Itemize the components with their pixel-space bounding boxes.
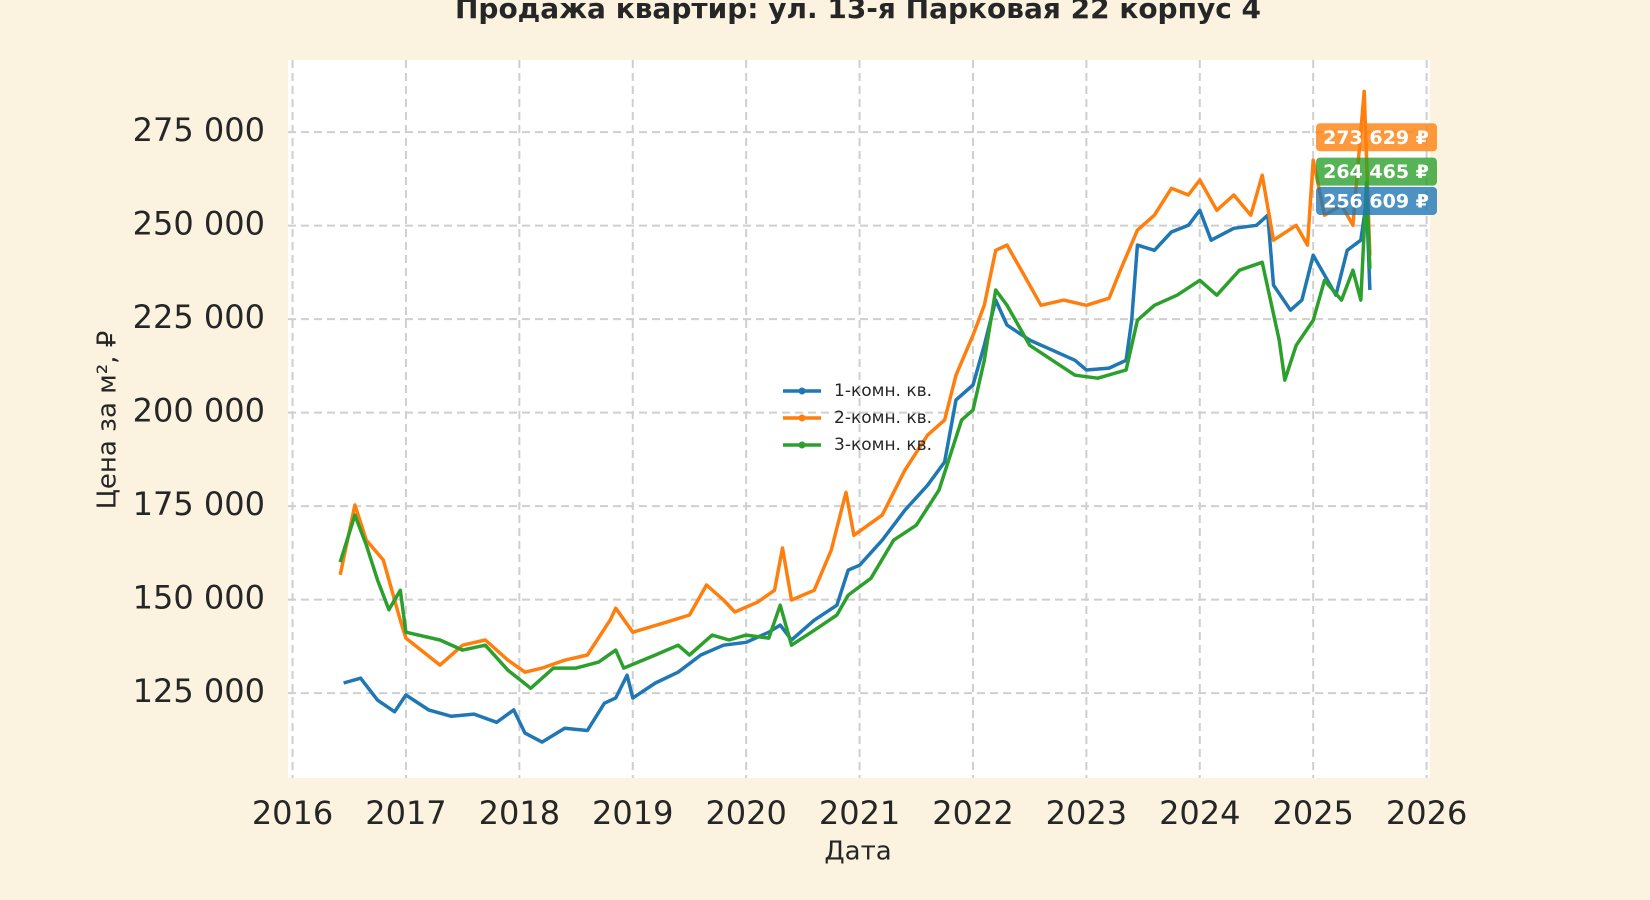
x-tick-label: 2023: [1046, 794, 1127, 832]
end-value-badge: [1316, 157, 1437, 186]
legend-marker: [798, 387, 806, 395]
x-tick-label: 2022: [932, 794, 1013, 832]
legend-marker: [798, 441, 806, 449]
x-axis-label: Дата: [824, 837, 891, 867]
x-tick-label: 2025: [1272, 794, 1353, 832]
chart-title: Продажа квартир: ул. 13-я Парковая 22 ко…: [455, 0, 1261, 25]
x-tick-label: 2016: [252, 794, 333, 832]
x-tick-label: 2020: [705, 794, 786, 832]
y-tick-label: 200 000: [133, 392, 265, 430]
y-tick-label: 175 000: [133, 485, 265, 523]
x-tick-label: 2024: [1159, 794, 1240, 832]
end-value-label: 264 465 ₽: [1323, 161, 1429, 183]
end-value-badge: [1316, 123, 1437, 152]
x-tick-label: 2017: [365, 794, 446, 832]
y-axis-label: Цена за м², ₽: [93, 331, 123, 510]
y-tick-label: 150 000: [133, 579, 265, 617]
y-tick-label: 125 000: [133, 672, 265, 710]
end-value-label: 256 609 ₽: [1323, 190, 1429, 212]
series-line: [343, 199, 1372, 744]
y-tick-label: 275 000: [133, 111, 265, 149]
legend-label: 3-комн. кв.: [834, 435, 932, 455]
x-tick-label: 2018: [479, 794, 560, 832]
series-line: [338, 89, 1372, 674]
legend-marker: [798, 414, 806, 422]
series-line: [338, 180, 1372, 691]
legend-label: 1-комн. кв.: [834, 381, 932, 401]
x-tick-label: 2021: [819, 794, 900, 832]
legend-label: 2-комн. кв.: [834, 408, 932, 428]
x-tick-label: 2019: [592, 794, 673, 832]
end-value-label: 273 629 ₽: [1323, 127, 1429, 149]
x-tick-label: 2026: [1386, 794, 1467, 832]
end-value-badge: [1316, 186, 1437, 215]
y-tick-label: 225 000: [133, 298, 265, 336]
y-tick-label: 250 000: [133, 205, 265, 243]
